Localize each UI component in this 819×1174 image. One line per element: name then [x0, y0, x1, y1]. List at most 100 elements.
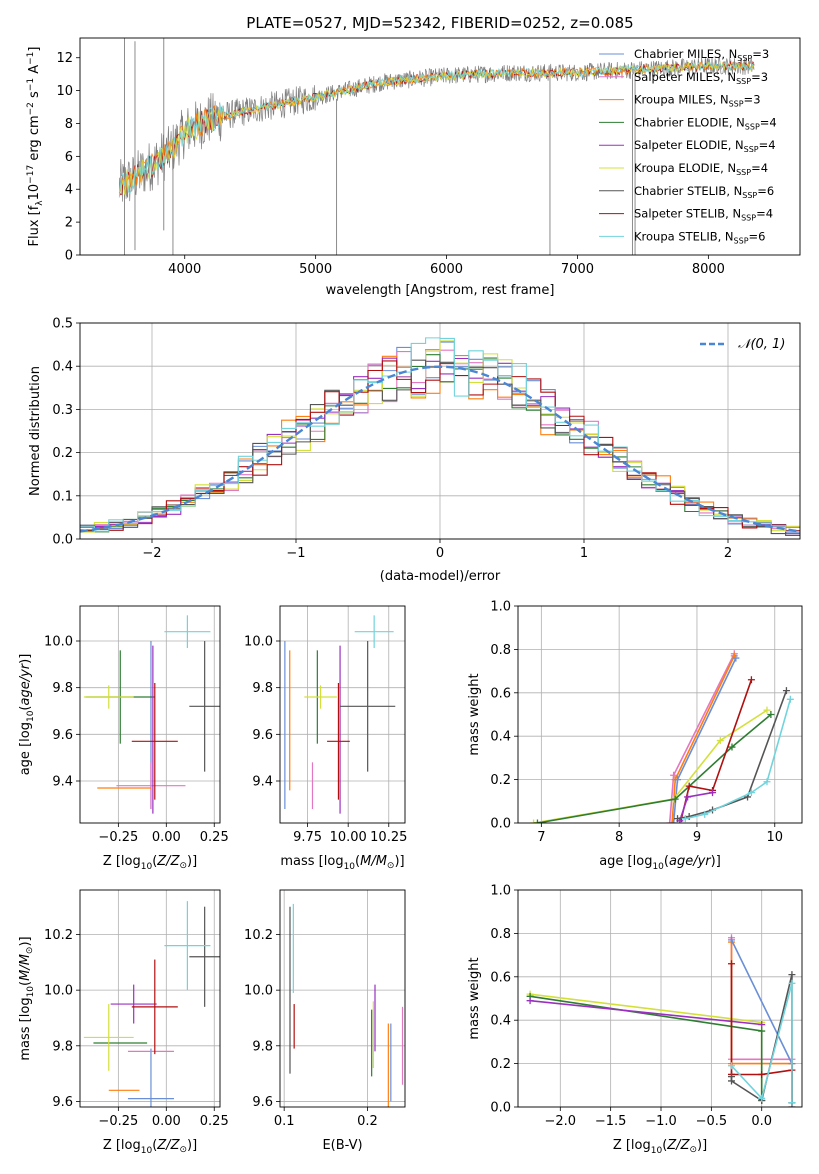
panel-mass_vs_ebv: 0.1 0.2 9.6 9.8 10.0 10.2 E(B-V): [244, 889, 406, 1153]
y-tick-label: 9.8: [52, 1039, 73, 1054]
y-tick-label: 9.4: [252, 775, 273, 790]
axes-frame: [79, 37, 801, 256]
y-tick-label: 0.5: [52, 317, 73, 332]
errorbars: [83, 615, 220, 814]
x-axis-label-part: 10: [651, 1146, 663, 1156]
x-axis-label-part: (: [662, 1138, 667, 1153]
x-axis-label-part: (: [355, 854, 360, 869]
x-tick-label: −0.25: [98, 1114, 138, 1129]
series-marker: [747, 676, 755, 684]
y-axis-label-part: s: [27, 91, 42, 102]
gridlines: [80, 890, 220, 1107]
x-tick-label: −1.0: [645, 1114, 677, 1129]
x-tick-label: 1: [580, 546, 588, 561]
spectrum-lines: [118, 38, 755, 255]
x-tick-label: 6000: [430, 262, 463, 277]
x-axis-label-part: Z/Z: [666, 1138, 690, 1153]
x-axis-label-part: 10: [141, 862, 153, 872]
series-marker: [685, 782, 693, 790]
series-marker: [758, 1027, 766, 1035]
legend-n-prefix: , N: [729, 115, 745, 129]
plot-layer: 4000 5000 6000 7000 8000024681012wavelength …: [18, 37, 803, 1156]
axes-frame: [279, 889, 406, 1108]
x-tick-label: 0.0: [751, 1114, 772, 1129]
y-tick-label: 9.6: [52, 1095, 73, 1110]
series-marker: [526, 997, 534, 1005]
y-tick-label: 10.0: [44, 635, 73, 650]
gridlines: [280, 606, 405, 823]
legend-n-sub: SSP: [736, 168, 751, 177]
legend-entry: Chabrier STELIB, NSSP=6: [634, 184, 774, 200]
legend-entry: Chabrier ELODIE, NSSP=4: [634, 115, 777, 131]
y-tick-label: 9.6: [252, 728, 273, 743]
x-axis-label-part: )]: [187, 854, 197, 869]
series-marker: [681, 815, 689, 823]
x-axis-label-part: (: [152, 854, 157, 869]
errorbar-point: [189, 906, 220, 1007]
errorbars: [83, 901, 220, 1107]
y-tick-label: 0.4: [490, 1014, 511, 1029]
y-tick-label: 10.0: [244, 635, 273, 650]
series-line-chabrier-miles: [672, 657, 737, 823]
panel-age_vs_Z: −0.25 0.00 0.259.49.69.810.0Z [log10(Z/Z⊙)…: [18, 605, 229, 872]
cumulative-lines: [530, 650, 794, 823]
y-axis-label: mass weight: [467, 673, 482, 755]
x-axis-label: Z [log10(Z/Z⊙)]: [103, 1138, 197, 1156]
y-axis-label: Normed distribution: [28, 366, 43, 496]
legend-n-eq: =: [751, 161, 761, 175]
legend-entry: Kroupa MILES, NSSP=3: [634, 93, 761, 109]
y-axis-label-part: −17: [26, 165, 36, 184]
legend-n-value: 6: [758, 229, 765, 243]
y-axis-label-part: M/M: [18, 954, 33, 981]
x-axis-label-part: 10: [141, 1146, 153, 1156]
legend-n-prefix: , N: [728, 138, 744, 152]
series-marker: [758, 1021, 766, 1029]
x-axis-label-part: ⊙: [387, 861, 395, 871]
x-axis-label-part: )]: [711, 854, 721, 869]
legend-entry: Kroupa ELODIE, NSSP=4: [634, 161, 768, 177]
x-axis-label-part: )]: [394, 854, 404, 869]
y-tick-label: 9.6: [52, 728, 73, 743]
axes-frame: [279, 605, 406, 824]
y-axis-label-part: Flux [f: [27, 205, 42, 246]
series-marker: [728, 1073, 736, 1081]
legend-n-eq: =: [749, 229, 759, 243]
x-tick-label: 0.25: [200, 1114, 229, 1129]
errorbar-point: [127, 1048, 174, 1107]
legend-entry: Kroupa STELIB, NSSP=6: [634, 229, 766, 245]
x-tick-label: 0.00: [152, 830, 181, 845]
x-axis-label: Z [log10(Z/Z⊙)]: [613, 1138, 707, 1156]
legend-n-value: 3: [762, 47, 769, 61]
x-tick-label: −0.25: [98, 830, 138, 845]
series-marker: [716, 737, 724, 745]
y-tick-label: 0.4: [490, 730, 511, 745]
x-axis-label-part: ⊙: [179, 861, 187, 871]
y-axis-label-part: )]: [18, 654, 33, 664]
legend-model: Chabrier ELODIE: [634, 115, 729, 129]
y-axis-label-part: erg cm: [27, 115, 42, 164]
y-axis-label-part: (: [18, 706, 33, 711]
legend-entry: Salpeter MILES, NSSP=3: [634, 70, 768, 86]
series-marker: [666, 819, 674, 823]
y-tick-label: 0.2: [490, 773, 511, 788]
series-marker: [788, 971, 796, 979]
x-axis-label-part: Z/Z: [156, 1138, 180, 1153]
y-axis-label-part: 10: [26, 986, 36, 998]
panel-cumulative_Z: −2.0 −1.5 −1.0 −0.5 0.0 0.0 0.2 0.4 0.6 0.8 1.0 Z […: [467, 884, 803, 1156]
legend-n-prefix: , N: [721, 47, 737, 61]
x-axis-label: E(B-V): [322, 1138, 362, 1153]
x-tick-label: 8000: [692, 262, 725, 277]
series-marker: [684, 793, 692, 801]
errorbar-point: [189, 641, 220, 772]
legend-model: Chabrier STELIB: [634, 184, 726, 198]
y-tick-label: 0.6: [490, 686, 511, 701]
y-axis-label-part: ]: [27, 47, 42, 52]
model-line-kroupa-elodie: [118, 61, 755, 196]
x-axis-label-part: (: [152, 1138, 157, 1153]
x-axis-label-part: )]: [187, 1138, 197, 1153]
y-axis-label-part: −1: [26, 78, 36, 91]
legend-n-prefix: , N: [725, 207, 741, 221]
axes-frame: [517, 605, 803, 824]
